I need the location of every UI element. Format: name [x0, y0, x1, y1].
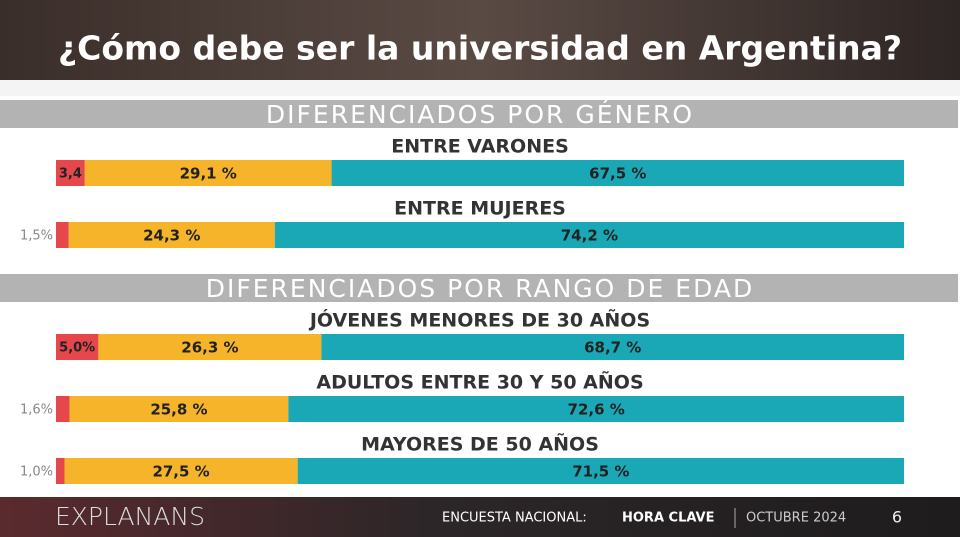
value-label: 71,5 % [572, 463, 629, 481]
brand: EXPLANANS [55, 502, 205, 531]
header-shadow [0, 80, 960, 96]
value-label: 27,5 % [152, 463, 209, 481]
bar-segment [297, 458, 904, 484]
value-label: 3,4 [59, 167, 82, 182]
bar-segment [56, 334, 99, 360]
bar-segment [288, 396, 904, 422]
row-title: ENTRE VARONES [391, 136, 569, 158]
footer [0, 497, 960, 537]
section-band [0, 274, 958, 302]
row-title: ENTRE MUJERES [394, 198, 566, 220]
row-title: JÓVENES MENORES DE 30 AÑOS [308, 308, 650, 332]
bar-segment [56, 458, 65, 484]
page-number: 6 [892, 508, 902, 527]
bar-segment [331, 160, 905, 186]
value-label: 74,2 % [561, 227, 618, 245]
row-title: ADULTOS ENTRE 30 Y 50 AÑOS [316, 370, 643, 394]
date: OCTUBRE 2024 [746, 511, 846, 526]
bar-segment [98, 334, 322, 360]
section-title: DIFERENCIADOS POR RANGO DE EDAD [206, 274, 755, 303]
bar-segment [69, 396, 289, 422]
survey-name: HORA CLAVE [622, 511, 714, 526]
value-label: 67,5 % [589, 165, 646, 183]
survey: ENCUESTA NACIONAL: [442, 511, 587, 526]
section-title: DIFERENCIADOS POR GÉNERO [266, 100, 694, 129]
bar-segment [56, 222, 69, 248]
title: ¿Cómo debe ser la universidad en Argenti… [58, 29, 902, 68]
value-label: 29,1 % [180, 165, 237, 183]
bar-segment [56, 160, 85, 186]
bar-segment [56, 396, 70, 422]
bar-segment [68, 222, 275, 248]
value-label: 1,0% [20, 465, 53, 480]
section-band [0, 100, 958, 128]
header [0, 0, 960, 80]
bar-segment [64, 458, 298, 484]
bar-segment [84, 160, 332, 186]
value-label: 5,0% [59, 341, 95, 356]
value-label: 68,7 % [584, 339, 641, 357]
value-label: 1,6% [20, 403, 53, 418]
value-label: 24,3 % [143, 227, 200, 245]
value-label: 1,5% [20, 229, 53, 244]
bar-segment [321, 334, 904, 360]
value-label: 26,3 % [181, 339, 238, 357]
value-label: 25,8 % [150, 401, 207, 419]
value-label: 72,6 % [568, 401, 625, 419]
bar-segment [274, 222, 904, 248]
row-title: MAYORES DE 50 AÑOS [361, 432, 599, 456]
